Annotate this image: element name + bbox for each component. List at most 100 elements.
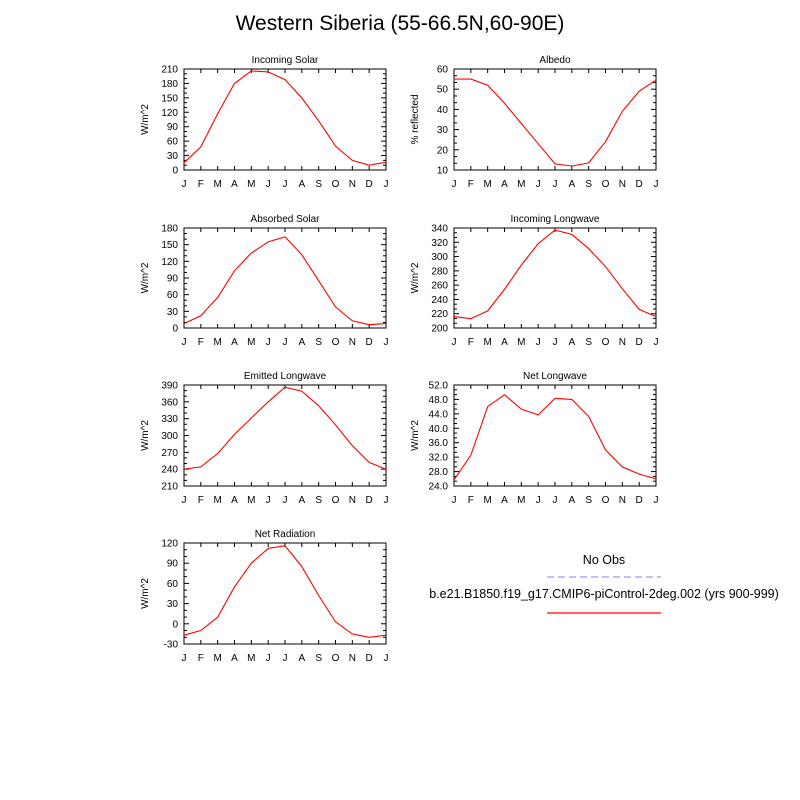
y-axis-label: W/m^2 xyxy=(140,262,151,293)
x-tick-label: F xyxy=(198,337,204,348)
x-tick-label: M xyxy=(247,495,255,506)
y-tick-label: 20 xyxy=(437,145,449,156)
x-tick-label: A xyxy=(298,337,305,348)
x-tick-label: J xyxy=(283,179,288,190)
y-tick-label: 270 xyxy=(161,448,178,459)
x-tick-label: J xyxy=(384,179,389,190)
y-tick-label: 240 xyxy=(161,465,178,476)
plot-frame xyxy=(453,384,657,487)
x-tick-label: J xyxy=(384,653,389,664)
panel-title: Net Radiation xyxy=(255,529,316,540)
y-tick-label: 150 xyxy=(161,93,178,104)
y-tick-label: 300 xyxy=(161,431,178,442)
x-tick-label: M xyxy=(483,495,491,506)
y-tick-label: 40 xyxy=(437,105,449,116)
legend-obs-label: No Obs xyxy=(583,553,625,567)
y-tick-label: 30 xyxy=(167,307,179,318)
panel-title: Albedo xyxy=(539,55,571,66)
x-tick-label: F xyxy=(468,337,474,348)
y-tick-label: 30 xyxy=(437,125,449,136)
x-tick-label: M xyxy=(213,653,221,664)
x-tick-label: J xyxy=(266,337,271,348)
x-tick-label: J xyxy=(266,179,271,190)
x-tick-label: D xyxy=(366,179,373,190)
y-tick-label: 36.0 xyxy=(429,438,449,449)
x-tick-label: S xyxy=(585,495,592,506)
y-tick-label: 150 xyxy=(161,240,178,251)
x-tick-label: N xyxy=(619,495,626,506)
x-tick-label: O xyxy=(332,179,340,190)
y-tick-label: 50 xyxy=(437,85,449,96)
x-tick-label: M xyxy=(483,179,491,190)
series-line xyxy=(183,70,387,166)
x-tick-label: J xyxy=(283,653,288,664)
x-tick-label: F xyxy=(198,179,204,190)
y-axis-label: W/m^2 xyxy=(410,420,421,451)
y-tick-label: -30 xyxy=(164,640,179,651)
x-tick-label: M xyxy=(247,337,255,348)
series-line xyxy=(453,394,657,481)
x-tick-label: O xyxy=(602,495,610,506)
y-tick-label: 40.0 xyxy=(429,424,449,435)
x-tick-label: A xyxy=(501,337,508,348)
y-tick-label: 240 xyxy=(431,295,448,306)
x-tick-label: S xyxy=(315,495,322,506)
panel-title: Emitted Longwave xyxy=(244,371,327,382)
y-tick-label: 120 xyxy=(161,539,178,550)
x-tick-label: J xyxy=(283,337,288,348)
y-tick-label: 32.0 xyxy=(429,453,449,464)
x-tick-label: M xyxy=(247,179,255,190)
x-tick-label: A xyxy=(298,495,305,506)
x-tick-label: N xyxy=(619,337,626,348)
x-tick-label: D xyxy=(636,179,643,190)
panel-title: Absorbed Solar xyxy=(251,214,321,225)
panel-title: Net Longwave xyxy=(523,371,587,382)
series-line xyxy=(183,386,387,470)
x-tick-label: A xyxy=(231,495,238,506)
y-tick-label: 90 xyxy=(167,559,179,570)
y-tick-label: 180 xyxy=(161,224,178,235)
x-tick-label: A xyxy=(231,337,238,348)
y-tick-label: 180 xyxy=(161,79,178,90)
x-tick-label: N xyxy=(349,495,356,506)
x-tick-label: J xyxy=(182,653,187,664)
plot-frame xyxy=(183,227,387,329)
x-tick-label: N xyxy=(349,653,356,664)
y-tick-label: 210 xyxy=(161,65,178,76)
y-tick-label: 48.0 xyxy=(429,395,449,406)
y-tick-label: 24.0 xyxy=(429,482,449,493)
plot-frame xyxy=(183,384,387,487)
x-tick-label: J xyxy=(266,495,271,506)
panel-title: Incoming Solar xyxy=(252,55,319,66)
x-tick-label: O xyxy=(332,653,340,664)
x-tick-label: J xyxy=(182,337,187,348)
series-line xyxy=(183,236,387,326)
x-tick-label: J xyxy=(654,337,659,348)
series-line xyxy=(183,545,387,638)
y-tick-label: 90 xyxy=(167,122,179,133)
x-tick-label: A xyxy=(298,653,305,664)
y-axis-label: W/m^2 xyxy=(140,104,151,135)
y-tick-label: 220 xyxy=(431,309,448,320)
x-tick-label: M xyxy=(483,337,491,348)
y-tick-label: 60 xyxy=(167,137,179,148)
x-tick-label: J xyxy=(654,179,659,190)
x-tick-label: S xyxy=(315,337,322,348)
x-tick-label: O xyxy=(332,495,340,506)
x-tick-label: J xyxy=(536,337,541,348)
x-tick-label: D xyxy=(636,495,643,506)
series-line xyxy=(453,229,657,320)
y-axis-label: W/m^2 xyxy=(140,578,151,609)
x-tick-label: N xyxy=(349,179,356,190)
y-axis-label: % reflected xyxy=(410,94,421,144)
x-tick-label: J xyxy=(452,495,457,506)
x-tick-label: J xyxy=(553,337,558,348)
y-tick-label: 0 xyxy=(172,619,178,630)
x-tick-label: J xyxy=(536,179,541,190)
x-tick-label: O xyxy=(602,337,610,348)
